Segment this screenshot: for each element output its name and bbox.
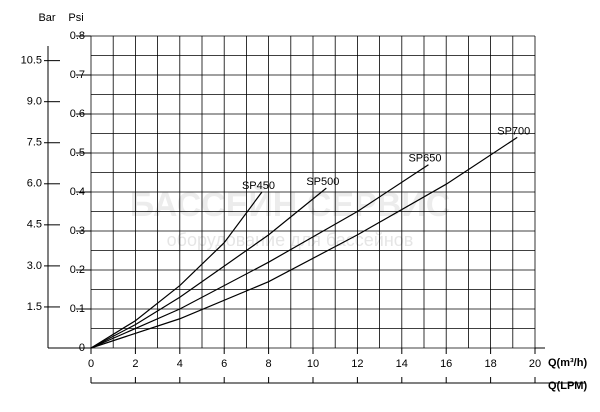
- y2-header: Bar: [38, 12, 55, 24]
- series-label: SP650: [408, 153, 441, 165]
- x-tick-label: 14: [396, 358, 408, 370]
- y-tick-label: 0.8: [70, 30, 85, 42]
- series-label: SP450: [242, 180, 275, 192]
- y2-tick-label: 6.0: [27, 178, 42, 190]
- y2-tick-label: 10.5: [21, 55, 42, 67]
- x2-label: Q(LPM): [548, 380, 587, 392]
- y2-tick-label: 3.0: [27, 260, 42, 272]
- x-tick-label: 10: [307, 358, 319, 370]
- x-tick-label: 4: [177, 358, 183, 370]
- series-label: SP700: [497, 125, 530, 137]
- y2-tick-label: 9.0: [27, 96, 42, 108]
- y-tick-label: 0.7: [70, 69, 85, 81]
- series-label: SP500: [306, 176, 339, 188]
- series-line: [90, 164, 429, 349]
- x-tick-label: 2: [132, 358, 138, 370]
- x-tick-label: 12: [351, 358, 363, 370]
- y-tick-label: 0.1: [70, 303, 85, 315]
- series-line: [90, 187, 327, 349]
- x-tick-label: 18: [484, 358, 496, 370]
- y-tick-label: 0.5: [70, 147, 85, 159]
- y-header: Psi: [68, 12, 83, 24]
- y2-tick-label: 4.5: [27, 219, 42, 231]
- x-tick-label: 8: [266, 358, 272, 370]
- y-tick-label: 0.4: [70, 186, 85, 198]
- x-tick-label: 0: [88, 358, 94, 370]
- x-tick-label: 20: [529, 358, 541, 370]
- x-tick-label: 16: [440, 358, 452, 370]
- x-tick-label: 6: [221, 358, 227, 370]
- series-line: [90, 136, 518, 349]
- y2-tick-label: 1.5: [27, 301, 42, 313]
- y-tick-label: 0.3: [70, 225, 85, 237]
- y2-tick-label: 7.5: [27, 137, 42, 149]
- y-tick-label: 0.2: [70, 264, 85, 276]
- series-line: [90, 191, 263, 349]
- y-tick-label: 0.6: [70, 108, 85, 120]
- watermark: оборудование для бассейнов: [167, 230, 414, 250]
- x-label: Q(m³/h): [548, 357, 587, 369]
